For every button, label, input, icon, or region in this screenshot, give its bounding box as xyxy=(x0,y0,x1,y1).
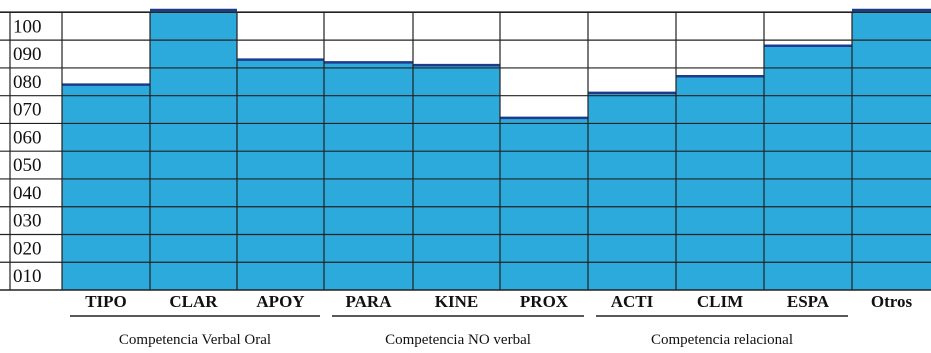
bars-layer xyxy=(62,8,931,291)
y-tick-label: 080 xyxy=(13,72,42,93)
category-label-acti: ACTI xyxy=(611,292,654,311)
bar-clar xyxy=(150,10,237,290)
group-label: Competencia relacional xyxy=(651,332,793,348)
bar-acti xyxy=(588,92,676,291)
category-label-clar: CLAR xyxy=(169,292,218,311)
category-label-otros: Otros xyxy=(871,292,913,311)
bar-apoy xyxy=(237,59,324,291)
group-label: Competencia NO verbal xyxy=(385,332,531,348)
y-tick-labels: 010 020 030 040 050 060 070 080 090 100 xyxy=(13,16,42,287)
bar-clim xyxy=(676,76,764,290)
bar-tipo xyxy=(62,84,150,291)
y-tick-label: 050 xyxy=(13,155,42,176)
y-tick-label: 070 xyxy=(13,100,42,121)
bar-otros xyxy=(852,10,931,290)
group-label: Competencia Verbal Oral xyxy=(119,332,271,348)
group-labels: Competencia Verbal Oral Competencia NO ve… xyxy=(70,315,848,348)
bar-para xyxy=(324,62,413,291)
bar-kine xyxy=(413,65,500,290)
bar-prox xyxy=(500,117,588,290)
category-label-para: PARA xyxy=(346,292,393,311)
grid-layer xyxy=(0,11,931,291)
category-labels: TIPO CLAR APOY PARA KINE PROX ACTI CLIM ESPA Otro… xyxy=(85,292,912,311)
y-tick-label: 060 xyxy=(13,127,42,148)
y-tick-label: 090 xyxy=(13,44,42,65)
category-label-espa: ESPA xyxy=(787,292,830,311)
bar-espa xyxy=(764,45,852,290)
category-label-apoy: APOY xyxy=(256,292,304,311)
y-tick-label: 100 xyxy=(13,16,42,37)
y-tick-label: 010 xyxy=(13,266,42,287)
y-tick-label: 020 xyxy=(13,238,42,259)
category-label-prox: PROX xyxy=(520,292,569,311)
category-label-kine: KINE xyxy=(435,292,478,311)
y-tick-label: 030 xyxy=(13,211,42,232)
y-tick-label: 040 xyxy=(13,183,42,204)
category-label-tipo: TIPO xyxy=(85,292,127,311)
category-label-clim: CLIM xyxy=(697,292,743,311)
